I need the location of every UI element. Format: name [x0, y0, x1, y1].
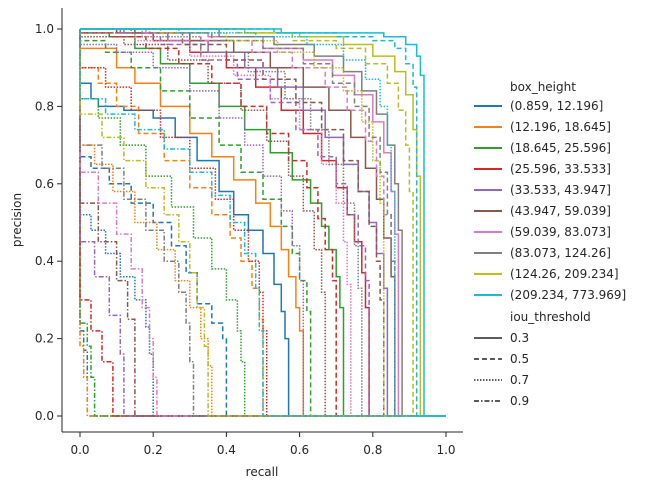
legend-hue-label: (0.859, 12.196] [510, 99, 603, 113]
series-line [80, 28, 446, 417]
series-line [79, 32, 446, 417]
series-line [79, 67, 446, 417]
x-ticks: 0.0 0.2 0.4 0.6 0.8 1.0 [70, 432, 456, 457]
x-tick-label: 1.0 [436, 443, 455, 457]
series-line [79, 87, 446, 417]
series-line [80, 28, 446, 417]
series-line [79, 125, 446, 417]
legend-hue-label: (83.073, 124.26] [510, 246, 611, 260]
legend-hue-title: box_height [510, 80, 576, 94]
legend-style-label: 0.9 [510, 394, 529, 408]
y-axis-label: precision [10, 193, 24, 247]
series-line [79, 29, 446, 417]
legend-hue-items: (0.859, 12.196] (12.196, 18.645] (18.645, … [474, 99, 626, 302]
x-axis-label: recall [246, 465, 279, 479]
y-tick-label: 0.6 [35, 177, 54, 191]
series-line [80, 28, 446, 417]
x-tick-label: 0.2 [144, 443, 163, 457]
series-line [80, 28, 446, 417]
legend-style-label: 0.3 [510, 331, 529, 345]
x-tick-label: 0.0 [70, 443, 89, 457]
series-line [79, 67, 446, 417]
series-line [79, 29, 446, 417]
x-tick-label: 0.8 [363, 443, 382, 457]
series-line [79, 67, 446, 417]
legend-hue-label: (59.039, 83.073] [510, 225, 611, 239]
axes [61, 8, 463, 433]
legend-hue-label: (209.234, 773.969] [510, 288, 626, 302]
legend-hue-label: (43.947, 59.039] [510, 204, 611, 218]
legend-style-items: 0.3 0.5 0.7 0.9 [474, 331, 529, 408]
legend-style-title: iou_threshold [510, 310, 591, 324]
series-line [80, 28, 446, 417]
legend: box_height (0.859, 12.196] (12.196, 18.64… [474, 80, 626, 408]
series-line [79, 145, 446, 417]
series-line [79, 48, 446, 417]
y-tick-label: 0.0 [35, 409, 54, 423]
x-tick-label: 0.4 [217, 443, 236, 457]
series-line [79, 29, 446, 417]
y-tick-label: 0.8 [35, 99, 54, 113]
legend-hue-label: (12.196, 18.645] [510, 120, 611, 134]
legend-style-label: 0.5 [510, 352, 529, 366]
series-line [79, 29, 446, 417]
legend-hue-label: (33.533, 43.947] [510, 183, 611, 197]
series-line [79, 48, 446, 417]
legend-hue-label: (18.645, 25.596] [510, 141, 611, 155]
series-line [79, 29, 446, 417]
legend-hue-label: (25.596, 33.533] [510, 162, 611, 176]
series-line [79, 29, 446, 417]
legend-hue-label: (124.26, 209.234] [510, 267, 619, 281]
y-tick-label: 1.0 [35, 22, 54, 36]
series-line [80, 28, 446, 417]
series-line [79, 29, 446, 417]
x-tick-label: 0.6 [290, 443, 309, 457]
y-tick-label: 0.2 [35, 332, 54, 346]
legend-style-label: 0.7 [510, 373, 529, 387]
series-line [79, 183, 446, 417]
series-line [79, 29, 446, 417]
series-line [79, 29, 446, 417]
series-line [80, 28, 446, 417]
y-ticks: 0.0 0.2 0.4 0.6 0.8 1.0 [35, 22, 62, 423]
y-tick-label: 0.4 [35, 254, 54, 268]
series-line [79, 106, 446, 417]
plot-lines [79, 28, 446, 417]
